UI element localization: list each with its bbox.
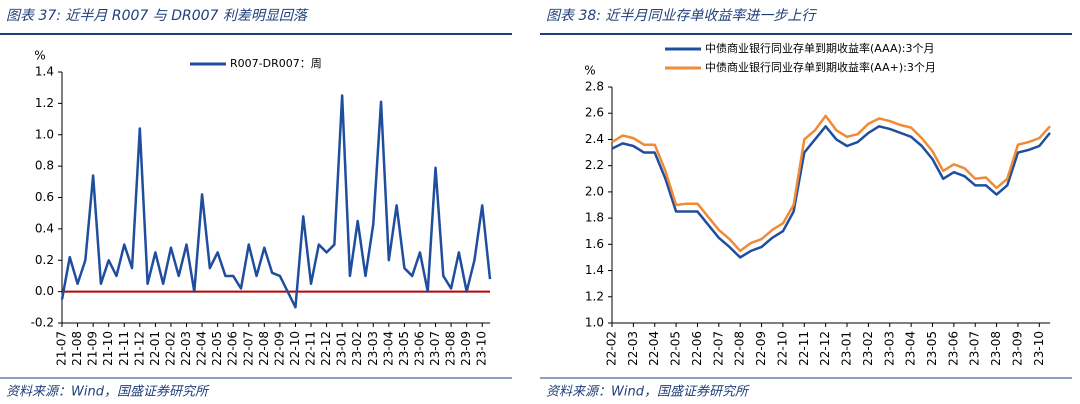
y-tick-label: 2.0 [585, 184, 604, 198]
x-tick-label: 22-06 [690, 331, 704, 366]
x-tick-label: 22-11 [304, 331, 318, 366]
x-tick-label: 22-08 [733, 331, 747, 366]
y-tick-label: 0.4 [35, 221, 54, 235]
x-tick-label: 22-11 [797, 331, 811, 366]
y-unit: % [34, 49, 45, 63]
y-tick-label: 2.6 [585, 106, 604, 120]
x-tick-label: 23-10 [475, 331, 489, 366]
y-tick-label: 0.8 [35, 159, 54, 173]
y-tick-label: 1.4 [585, 263, 604, 277]
x-tick-label: 22-05 [669, 331, 683, 366]
y-tick-label: 2.4 [585, 132, 604, 146]
series-line [611, 125, 1051, 259]
y-tick-label: 0.2 [35, 253, 54, 267]
x-tick-label: 22-02 [163, 331, 177, 366]
y-tick-label: 1.0 [585, 316, 604, 330]
y-tick-label: 0.6 [35, 190, 54, 204]
chart-title: 图表 37: 近半月 R007 与 DR007 利差明显回落 [6, 8, 309, 24]
x-tick-label: 23-08 [989, 331, 1003, 366]
x-tick-label: 22-08 [257, 331, 271, 366]
source: 资料来源：Wind，国盛证券研究所 [6, 384, 210, 400]
x-tick-label: 22-07 [711, 331, 725, 366]
y-unit: % [584, 64, 595, 78]
y-tick-label: 1.8 [585, 211, 604, 225]
x-tick-label: 23-07 [428, 331, 442, 366]
y-tick-label: 1.2 [585, 289, 604, 303]
x-tick-label: 21-10 [101, 331, 115, 366]
x-tick-label: 22-03 [179, 331, 193, 366]
x-tick-label: 23-04 [904, 331, 918, 366]
x-tick-label: 22-09 [754, 331, 768, 366]
y-tick-label: 2.8 [585, 80, 604, 94]
x-tick-label: 23-10 [1032, 331, 1046, 366]
legend-label: 中债商业银行同业存单到期收益率(AAA):3个月 [705, 41, 934, 55]
x-tick-label: 22-10 [775, 331, 789, 366]
y-tick-label: 2.2 [585, 158, 604, 172]
x-tick-label: 22-09 [272, 331, 286, 366]
x-tick-label: 22-02 [605, 331, 619, 366]
source: 资料来源：Wind，国盛证券研究所 [546, 384, 750, 400]
x-tick-label: 21-07 [55, 331, 69, 366]
x-tick-label: 22-03 [626, 331, 640, 366]
x-tick-label: 21-09 [86, 331, 100, 366]
x-tick-label: 22-04 [195, 331, 209, 366]
y-tick-label: 0.0 [35, 284, 54, 298]
y-tick-label: 1.6 [585, 237, 604, 251]
series-line [611, 114, 1051, 253]
x-tick-label: 22-10 [288, 331, 302, 366]
x-tick-label: 22-12 [319, 331, 333, 366]
x-tick-label: 21-12 [132, 331, 146, 366]
x-tick-label: 23-03 [882, 331, 896, 366]
x-tick-label: 23-04 [381, 331, 395, 366]
y-tick-label: 1.2 [35, 96, 54, 110]
y-tick-label: 1.0 [35, 127, 54, 141]
x-tick-label: 23-06 [412, 331, 426, 366]
x-tick-label: 23-02 [861, 331, 875, 366]
x-tick-label: 22-04 [647, 331, 661, 366]
x-tick-label: 23-09 [1010, 331, 1024, 366]
x-tick-label: 22-06 [226, 331, 240, 366]
y-tick-label: 1.4 [35, 65, 54, 79]
y-tick-label: -0.2 [31, 316, 54, 330]
x-tick-label: 23-05 [397, 331, 411, 366]
x-tick-label: 23-05 [925, 331, 939, 366]
x-tick-label: 22-07 [241, 331, 255, 366]
x-tick-label: 23-01 [335, 331, 349, 366]
x-tick-label: 23-08 [444, 331, 458, 366]
series-line [60, 94, 492, 309]
x-tick-label: 23-02 [350, 331, 364, 366]
legend-label: 中债商业银行同业存单到期收益率(AA+):3个月 [705, 60, 936, 74]
x-tick-label: 23-06 [946, 331, 960, 366]
legend-label: R007-DR007：周 [230, 57, 322, 70]
x-tick-label: 23-03 [366, 331, 380, 366]
x-tick-label: 21-08 [70, 331, 84, 366]
x-tick-label: 23-01 [840, 331, 854, 366]
x-tick-label: 22-12 [818, 331, 832, 366]
x-tick-label: 23-09 [459, 331, 473, 366]
x-tick-label: 21-11 [117, 331, 131, 366]
x-tick-label: 23-07 [968, 331, 982, 366]
x-tick-label: 22-01 [148, 331, 162, 366]
chart-title: 图表 38: 近半月同业存单收益率进一步上行 [546, 8, 817, 24]
x-tick-label: 22-05 [210, 331, 224, 366]
